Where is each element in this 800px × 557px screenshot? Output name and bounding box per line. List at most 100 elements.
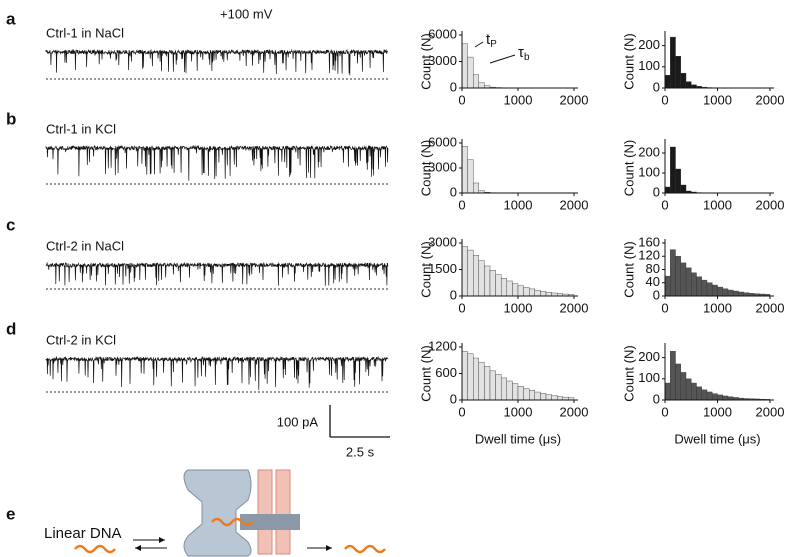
annotation: τb xyxy=(518,44,530,63)
x-tick-label: 1000 xyxy=(703,92,732,107)
histogram-bar xyxy=(501,278,508,297)
y-tick-label: 160 xyxy=(638,234,660,249)
y-tick-label: 3000 xyxy=(428,159,457,174)
trace-label: Ctrl-2 in NaCl xyxy=(46,238,124,253)
histogram-bar xyxy=(664,382,671,401)
x-tick-label: 2000 xyxy=(560,197,589,212)
histogram-bar xyxy=(685,267,692,297)
y-axis-label: Count (N) xyxy=(621,241,636,297)
x-tick-label: 1000 xyxy=(504,300,533,315)
y-tick-label: 80 xyxy=(646,261,660,276)
x-tick-label: 2000 xyxy=(560,92,589,107)
y-tick-label: 100 xyxy=(638,164,660,179)
y-tick-label: 0 xyxy=(450,184,457,199)
annotation-subscript: b xyxy=(524,52,530,63)
y-tick-label: 100 xyxy=(638,58,660,73)
histogram-bar xyxy=(489,270,496,297)
histogram-bar xyxy=(664,275,671,297)
panel-letter: e xyxy=(6,504,15,523)
histogram-bar xyxy=(461,146,468,194)
histogram-bar xyxy=(691,382,697,401)
histogram-bar xyxy=(473,255,480,297)
y-tick-label: 200 xyxy=(638,37,660,52)
panel-letter: a xyxy=(6,9,16,28)
histogram-bar xyxy=(484,366,491,401)
y-tick-label: 0 xyxy=(653,184,660,199)
x-tick-label: 0 xyxy=(661,92,668,107)
histogram-bar xyxy=(545,394,552,401)
x-tick-label: 2000 xyxy=(756,404,785,419)
y-tick-label: 200 xyxy=(638,349,660,364)
histogram-bar xyxy=(670,146,676,194)
histogram-bar xyxy=(727,289,734,297)
current-trace xyxy=(45,261,389,286)
histogram-bar xyxy=(551,395,558,401)
x-tick-label: 2000 xyxy=(560,404,589,419)
trace-label: Ctrl-1 in KCl xyxy=(46,121,116,136)
y-tick-label: 0 xyxy=(653,79,660,94)
histogram-bar xyxy=(670,36,676,89)
histogram-bar xyxy=(478,260,485,297)
y-tick-label: 6000 xyxy=(428,26,457,41)
y-tick-label: 0 xyxy=(450,287,457,302)
histogram-bar xyxy=(529,288,536,297)
histogram-bar xyxy=(478,362,485,401)
histogram-bar xyxy=(680,262,687,297)
x-tick-label: 0 xyxy=(661,300,668,315)
annotation-text: τ xyxy=(518,44,524,61)
histogram-bar xyxy=(473,357,480,401)
histogram-bar xyxy=(517,386,524,401)
histogram-bar xyxy=(506,280,513,297)
dna-strand xyxy=(211,517,253,527)
annotation-subscript: P xyxy=(490,39,497,50)
histogram-bar xyxy=(675,56,681,89)
histogram-bar xyxy=(733,290,739,297)
histogram-bar xyxy=(680,184,687,194)
histogram-bar xyxy=(664,75,671,89)
histogram-bar xyxy=(489,370,496,401)
histogram-bar xyxy=(467,353,474,401)
current-trace xyxy=(45,355,389,390)
histogram-bar xyxy=(722,288,729,297)
y-tick-label: 600 xyxy=(435,365,457,380)
nanopore-protein xyxy=(183,469,252,557)
trace-label: Ctrl-2 in KCl xyxy=(46,332,116,347)
panel-label: Linear DNA xyxy=(44,525,122,542)
x-tick-label: 1000 xyxy=(703,404,732,419)
x-tick-label: 1000 xyxy=(504,92,533,107)
x-axis-label: Dwell time (μs) xyxy=(674,431,760,446)
histogram-bar xyxy=(495,374,502,401)
histogram-bar xyxy=(712,284,718,297)
panel-letter: b xyxy=(6,109,16,128)
y-tick-label: 40 xyxy=(646,274,660,289)
histogram-bar xyxy=(738,291,744,297)
histogram-bar xyxy=(706,282,713,297)
arrow-head xyxy=(326,545,332,551)
histogram-bar xyxy=(473,182,480,194)
histogram-bar xyxy=(506,380,513,401)
y-axis-label: Count (N) xyxy=(418,241,433,297)
histogram-bar xyxy=(467,159,474,194)
y-axis-label: Count (N) xyxy=(621,33,636,89)
dna-strand xyxy=(74,544,116,554)
membrane xyxy=(257,469,273,555)
histogram-bar xyxy=(473,74,480,89)
pore-channel xyxy=(240,514,300,530)
current-trace xyxy=(45,144,389,181)
membrane xyxy=(275,469,291,555)
histogram-bar xyxy=(517,285,524,297)
x-tick-label: 1000 xyxy=(504,404,533,419)
histogram-bar xyxy=(545,292,552,297)
histogram-bar xyxy=(675,256,681,297)
y-axis-label: Count (N) xyxy=(621,345,636,401)
trace-label: Ctrl-1 in NaCl xyxy=(46,25,124,40)
x-tick-label: 2000 xyxy=(560,300,589,315)
y-tick-label: 100 xyxy=(638,370,660,385)
histogram-bar xyxy=(467,56,474,89)
histogram-bar xyxy=(540,393,547,401)
y-axis-label: Count (N) xyxy=(621,140,636,196)
dna-strand xyxy=(344,544,386,554)
panel-e-illustration xyxy=(74,469,386,557)
histogram-bar xyxy=(722,395,729,401)
y-axis-label: Count (N) xyxy=(418,140,433,196)
